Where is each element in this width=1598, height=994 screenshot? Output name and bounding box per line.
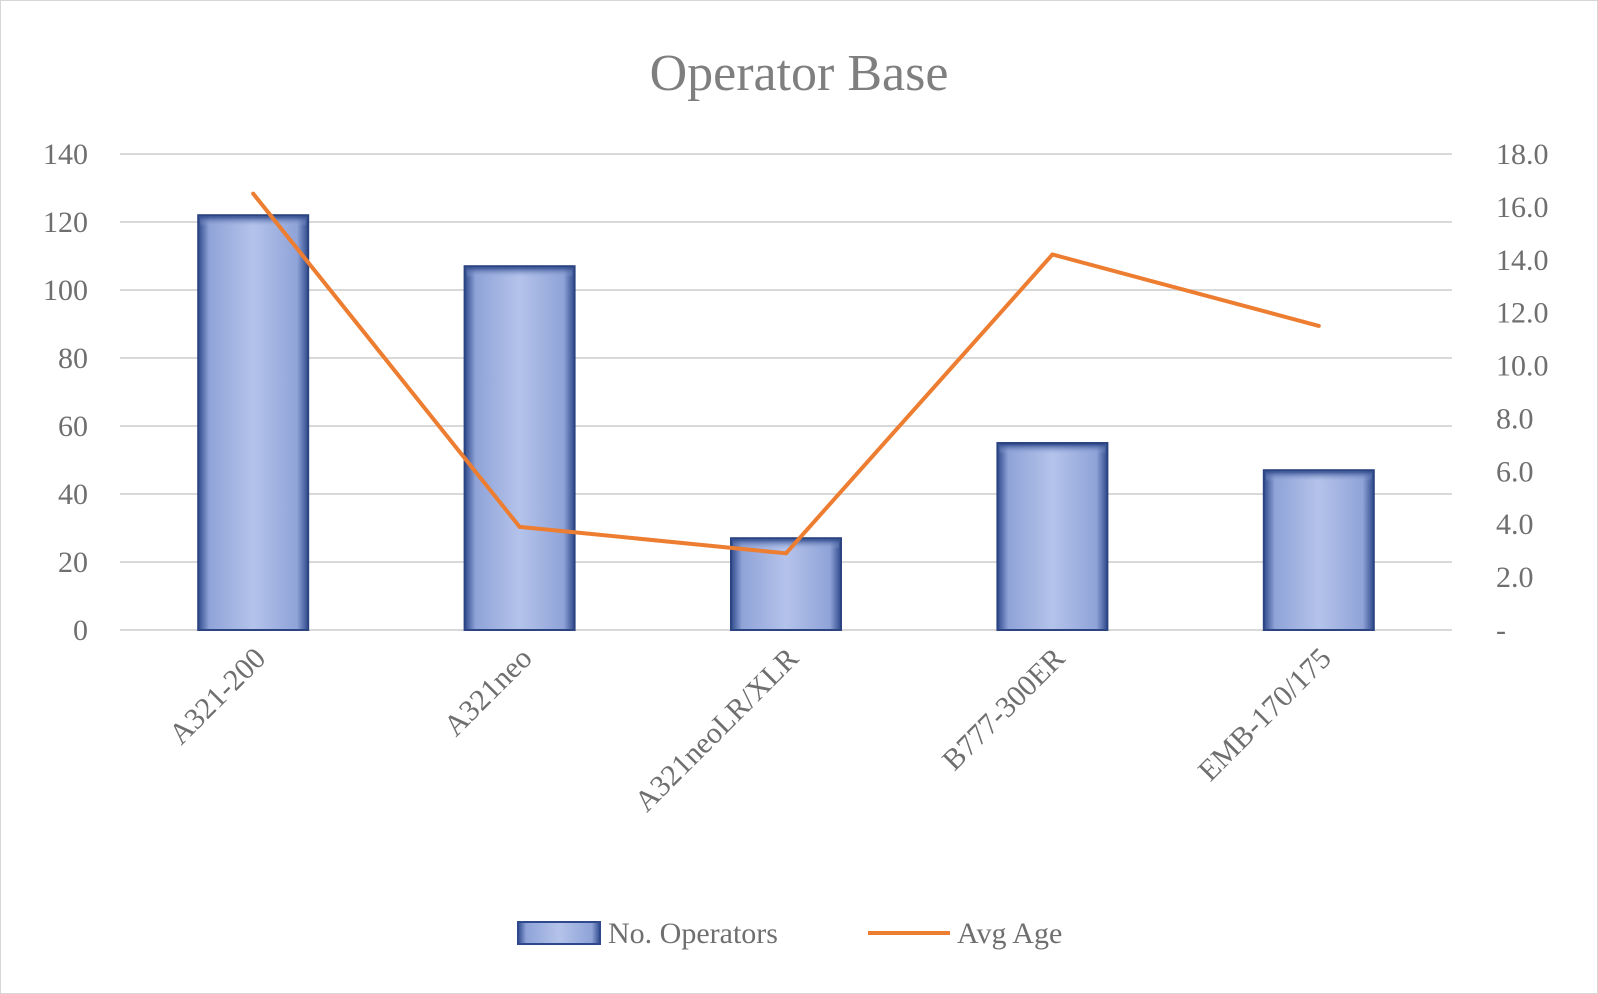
- left-tick-label: 80: [58, 342, 88, 375]
- legend-label-avg-age: Avg Age: [957, 917, 1062, 950]
- bar-bevel: [1265, 471, 1372, 482]
- avg-age-point: [251, 191, 256, 196]
- x-tick-label: B777-300ER: [936, 642, 1071, 777]
- bar-a321-200: [197, 214, 310, 631]
- right-tick-label: -: [1496, 614, 1506, 647]
- right-axis-ticks: - 2.0 4.0 6.0 8.0 10.0 12.0 14.0 16.0 18.0: [1496, 138, 1549, 647]
- right-tick-label: 4.0: [1496, 508, 1534, 541]
- left-axis-ticks: 0 20 40 60 80 100 120 140: [43, 138, 88, 647]
- bar-body: [1262, 469, 1375, 632]
- right-tick-label: 8.0: [1496, 402, 1534, 435]
- bar-body: [996, 442, 1109, 631]
- legend: No. Operators Avg Age: [517, 917, 1062, 950]
- right-tick-label: 6.0: [1496, 455, 1534, 488]
- right-tick-label: 12.0: [1496, 297, 1549, 330]
- bar-bevel: [466, 267, 573, 278]
- bar-emb-170-175: [1262, 469, 1375, 632]
- avg-age-line: [251, 192, 1320, 556]
- left-tick-label: 140: [43, 138, 88, 171]
- x-tick-label: A321neo: [437, 642, 538, 743]
- left-tick-label: 120: [43, 206, 88, 239]
- left-tick-label: 60: [58, 410, 88, 443]
- right-tick-label: 18.0: [1496, 138, 1549, 171]
- right-tick-label: 2.0: [1496, 561, 1534, 594]
- left-tick-label: 20: [58, 546, 88, 579]
- chart-title: Operator Base: [650, 45, 949, 102]
- gridlines: [120, 153, 1452, 631]
- x-tick-label: A321-200: [163, 642, 272, 751]
- bar-body: [197, 214, 310, 631]
- left-tick-label: 100: [43, 274, 88, 307]
- avg-age-point: [1316, 323, 1321, 328]
- bar-b777-300er: [996, 442, 1109, 631]
- bar-a321neo: [463, 265, 576, 631]
- left-tick-label: 0: [73, 614, 88, 647]
- line-series: [251, 191, 1321, 556]
- left-tick-label: 40: [58, 478, 88, 511]
- x-tick-label: EMB-170/175: [1192, 642, 1338, 788]
- bar-bevel: [999, 444, 1106, 454]
- avg-age-point: [517, 524, 522, 529]
- avg-age-point: [784, 551, 788, 556]
- bar-body: [463, 265, 576, 631]
- right-tick-label: 16.0: [1496, 191, 1549, 224]
- x-tick-label: A321neoLR/XLR: [628, 642, 805, 819]
- bar-bevel: [733, 539, 839, 550]
- bar-bevel: [200, 216, 307, 227]
- legend-label-no-operators: No. Operators: [608, 917, 778, 950]
- bar-series: [197, 214, 1375, 632]
- right-tick-label: 14.0: [1496, 244, 1549, 277]
- legend-swatch-no-operators: [517, 921, 601, 945]
- x-axis-ticks: A321-200 A321neo A321neoLR/XLR B777-300ER EM…: [163, 642, 1338, 819]
- avg-age-point: [1050, 252, 1055, 257]
- right-tick-label: 10.0: [1496, 350, 1549, 383]
